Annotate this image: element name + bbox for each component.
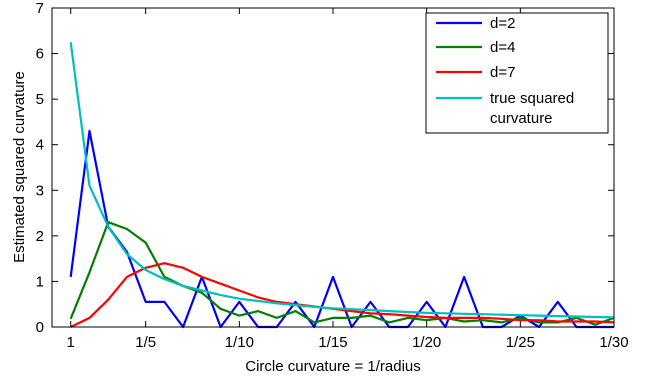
- series-line-3: [70, 262, 615, 328]
- x-axis: 1 1/5 1/10 1/15 1/20 1/25 1/30: [67, 8, 629, 351]
- y-axis: 0 1 2 3 4 5 6 7: [36, 0, 614, 336]
- legend: d=2 d=4 d=7 true squared curvature: [425, 12, 609, 134]
- y-tick-label: 3: [36, 182, 44, 199]
- y-tick-label: 6: [36, 46, 44, 63]
- series-line-1: [69, 129, 614, 329]
- legend-label-true-line1: true squared: [490, 90, 574, 107]
- legend-label-d2: d=2: [490, 15, 515, 32]
- series-layer: [69, 42, 615, 329]
- x-tick-label: 1/15: [318, 334, 347, 351]
- y-tick-label: 2: [36, 228, 44, 245]
- y-tick-label: 4: [36, 137, 44, 154]
- y-tick-label: 7: [36, 0, 44, 17]
- x-tick-label: 1/30: [599, 334, 628, 351]
- x-tick-label: 1/10: [225, 334, 254, 351]
- legend-label-d4: d=4: [490, 39, 515, 56]
- x-tick-label: 1/20: [412, 334, 441, 351]
- y-tick-label: 0: [36, 319, 44, 336]
- y-tick-label: 5: [36, 91, 44, 108]
- series-line-2: [69, 221, 615, 326]
- x-tick-label: 1/5: [135, 334, 156, 351]
- legend-label-true-line2: curvature: [490, 110, 553, 127]
- legend-label-d7: d=7: [490, 64, 515, 81]
- x-tick-label: 1: [67, 334, 75, 351]
- x-tick-label: 1/25: [506, 334, 535, 351]
- series-line-4: [69, 42, 615, 319]
- y-tick-label: 1: [36, 273, 44, 290]
- x-axis-label: Circle curvature = 1/radius: [245, 358, 421, 375]
- y-axis-label: Estimated squared curvature: [11, 71, 28, 263]
